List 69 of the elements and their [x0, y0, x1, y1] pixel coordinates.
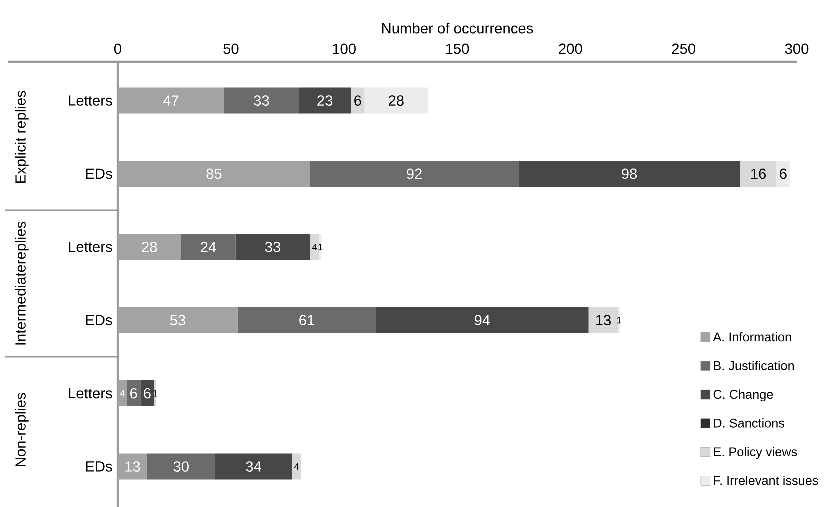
bar — [310, 160, 519, 187]
data-label: 30 — [174, 462, 189, 472]
data-label: 1 — [318, 244, 323, 250]
legend-label: C. Change — [714, 390, 774, 402]
data-label: 13 — [596, 315, 611, 326]
y-tick-label: EDs — [86, 168, 112, 180]
bar — [181, 234, 236, 260]
text: Explicit replies — [15, 91, 29, 184]
data-label: 13 — [126, 462, 140, 472]
x-tick-label: 50 — [224, 44, 239, 54]
bar — [588, 307, 618, 334]
bar — [215, 454, 292, 480]
data-label: 16 — [751, 168, 766, 180]
bar — [127, 380, 141, 407]
data-label: 47 — [163, 96, 179, 106]
legend-label: E. Policy views — [714, 447, 798, 460]
data-label: 4 — [312, 244, 318, 250]
bar — [140, 380, 154, 407]
x-tick-label: 250 — [672, 44, 696, 54]
data-label: 4 — [120, 390, 125, 397]
bar — [224, 88, 300, 114]
bar — [147, 454, 216, 480]
bar — [292, 454, 302, 480]
text: Intermediatereplies — [15, 222, 29, 345]
bar — [740, 160, 777, 187]
data-label: 34 — [246, 462, 262, 472]
bar — [351, 88, 365, 114]
x-tick-label: 100 — [333, 44, 356, 54]
data-label: 53 — [170, 315, 186, 326]
data-label: 6 — [354, 96, 362, 106]
data-label: 1 — [617, 317, 622, 324]
bar — [238, 307, 376, 334]
bar — [310, 234, 320, 260]
data-label: 98 — [622, 168, 638, 180]
data-label: 6 — [780, 168, 787, 180]
data-label: 6 — [130, 388, 138, 399]
data-label: 61 — [300, 315, 314, 326]
bar — [299, 88, 352, 114]
bar — [776, 160, 790, 187]
bar — [518, 160, 740, 187]
data-label: 33 — [254, 96, 270, 106]
x-tick-label: 300 — [785, 44, 809, 54]
bar — [236, 234, 310, 260]
data-label: 4 — [294, 464, 300, 470]
bar — [364, 88, 428, 114]
x-axis-title: Number of occurrences — [382, 22, 534, 34]
bar — [376, 307, 589, 334]
legend-label: B. Justification — [714, 361, 794, 370]
data-label: 85 — [206, 168, 222, 180]
data-label: 33 — [265, 242, 281, 252]
legend-label: F. Irrelevant issues — [714, 476, 818, 486]
legend-label: A. Information — [713, 332, 792, 342]
y-tick-label: EDs — [86, 462, 112, 472]
legend-label: D. Sanctions — [714, 418, 785, 428]
y-tick-label: Letters — [69, 388, 112, 399]
x-tick-label: 150 — [446, 44, 470, 54]
data-label: 28 — [142, 242, 158, 252]
text: Non-replies — [15, 393, 29, 466]
data-label: 92 — [407, 168, 422, 180]
data-label: 24 — [201, 242, 216, 252]
y-tick-label: Letters — [69, 96, 112, 106]
x-tick-label: 200 — [559, 44, 582, 54]
data-label: 94 — [474, 315, 490, 326]
y-tick-label: EDs — [86, 315, 112, 326]
data-label: 23 — [318, 96, 333, 106]
x-tick-label: 0 — [114, 44, 122, 54]
y-tick-label: Letters — [69, 242, 112, 252]
data-label: 6 — [144, 388, 151, 399]
data-label: 28 — [388, 96, 404, 106]
